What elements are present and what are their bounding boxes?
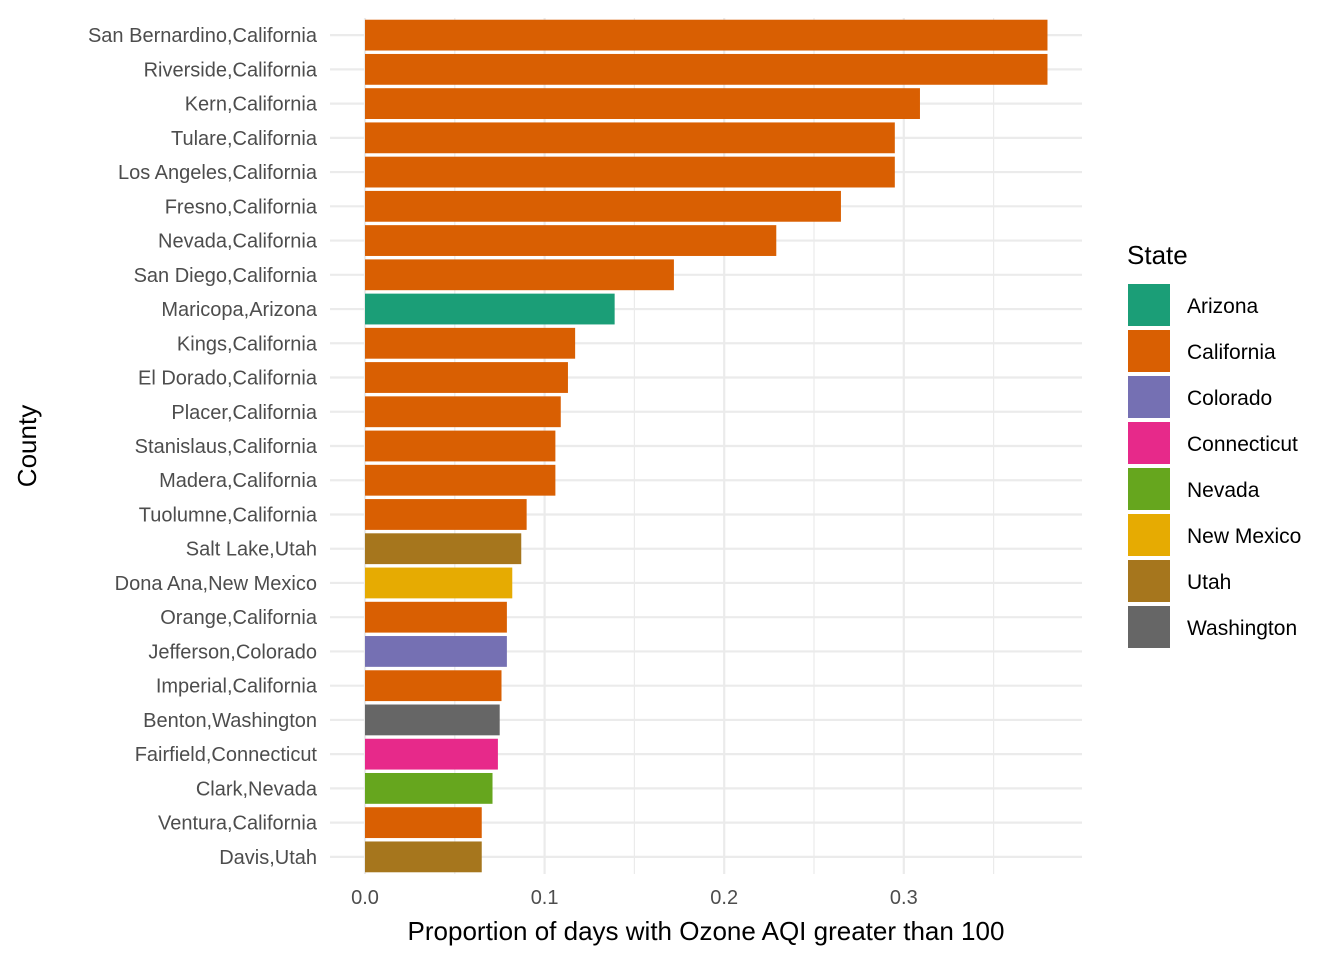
y-tick-label: Orange,California (160, 607, 318, 629)
bar (365, 636, 507, 667)
y-tick-label: Riverside,California (144, 59, 318, 81)
legend-swatch (1128, 376, 1170, 418)
legend-swatch (1128, 514, 1170, 556)
legend-label: Colorado (1187, 387, 1272, 410)
x-tick-labels: 0.0 0.1 0.2 0.3 (351, 887, 918, 909)
bar (365, 19, 1048, 51)
bar (365, 396, 561, 428)
bars (365, 19, 1048, 873)
bar (365, 362, 568, 393)
y-tick-label: Fresno,California (165, 196, 318, 218)
legend-swatch (1128, 422, 1170, 464)
y-tick-label: Kern,California (185, 94, 318, 116)
legend-label: Utah (1187, 571, 1231, 594)
y-tick-label: Tulare,California (171, 128, 318, 150)
bar (365, 327, 576, 359)
bar (365, 772, 493, 804)
y-tick-label: Ventura,California (158, 813, 318, 835)
y-axis-title: County (12, 405, 42, 487)
legend-label: Nevada (1187, 479, 1260, 502)
bar (365, 464, 556, 496)
legend-swatch (1128, 606, 1170, 648)
y-tick-label: Fairfield,Connecticut (135, 744, 318, 766)
y-tick-label: Salt Lake,Utah (186, 539, 317, 561)
legend-swatch (1128, 284, 1170, 326)
legend-label: Washington (1187, 617, 1297, 640)
bar (365, 704, 500, 736)
bar (365, 259, 674, 291)
y-tick-label: Benton,Washington (143, 710, 317, 732)
legend-swatch (1128, 468, 1170, 510)
y-tick-label: Clark,Nevada (196, 778, 318, 800)
bar (365, 430, 556, 462)
y-tick-label: Kings,California (177, 333, 318, 355)
legend: State Arizona California Colorado Connectic… (1127, 240, 1301, 648)
bar (365, 156, 895, 188)
y-tick-label: Stanislaus,California (135, 436, 318, 458)
bar (365, 670, 502, 702)
legend-label: New Mexico (1187, 525, 1301, 548)
y-tick-label: Maricopa,Arizona (161, 299, 318, 321)
bar (365, 841, 482, 873)
legend-swatch (1128, 560, 1170, 602)
y-tick-label: Madera,California (159, 470, 318, 492)
bar (365, 738, 498, 770)
y-tick-label: Imperial,California (156, 676, 318, 698)
y-tick-labels: San Bernardino,California Riverside,Calif… (88, 25, 318, 869)
y-tick-label: Los Angeles,California (118, 162, 318, 184)
bar (365, 293, 615, 325)
bar (365, 533, 522, 565)
y-tick-label: Placer,California (171, 402, 318, 424)
legend-label: Arizona (1187, 295, 1259, 318)
bar (365, 807, 482, 839)
bar (365, 88, 920, 120)
y-tick-label: San Diego,California (134, 265, 318, 287)
legend-title: State (1127, 240, 1188, 270)
bar (365, 499, 527, 530)
y-tick-label: San Bernardino,California (88, 25, 318, 47)
x-tick-label: 0.1 (531, 887, 559, 909)
bar (365, 567, 513, 599)
bar (365, 53, 1048, 85)
y-tick-label: El Dorado,California (138, 368, 318, 390)
bar (365, 225, 777, 256)
bar (365, 190, 841, 222)
x-tick-label: 0.3 (890, 887, 918, 909)
bar (365, 122, 895, 154)
y-tick-label: Nevada,California (158, 231, 318, 253)
y-tick-label: Tuolumne,California (139, 504, 318, 526)
y-tick-label: Jefferson,Colorado (148, 641, 317, 663)
legend-label: Connecticut (1187, 433, 1298, 456)
y-tick-label: Davis,Utah (219, 847, 317, 869)
bar (365, 601, 507, 633)
x-tick-label: 0.2 (710, 887, 738, 909)
x-tick-label: 0.0 (351, 887, 379, 909)
legend-swatch (1128, 330, 1170, 372)
y-tick-label: Dona Ana,New Mexico (115, 573, 317, 595)
x-axis-title: Proportion of days with Ozone AQI greate… (408, 916, 1005, 946)
legend-label: California (1187, 341, 1276, 364)
